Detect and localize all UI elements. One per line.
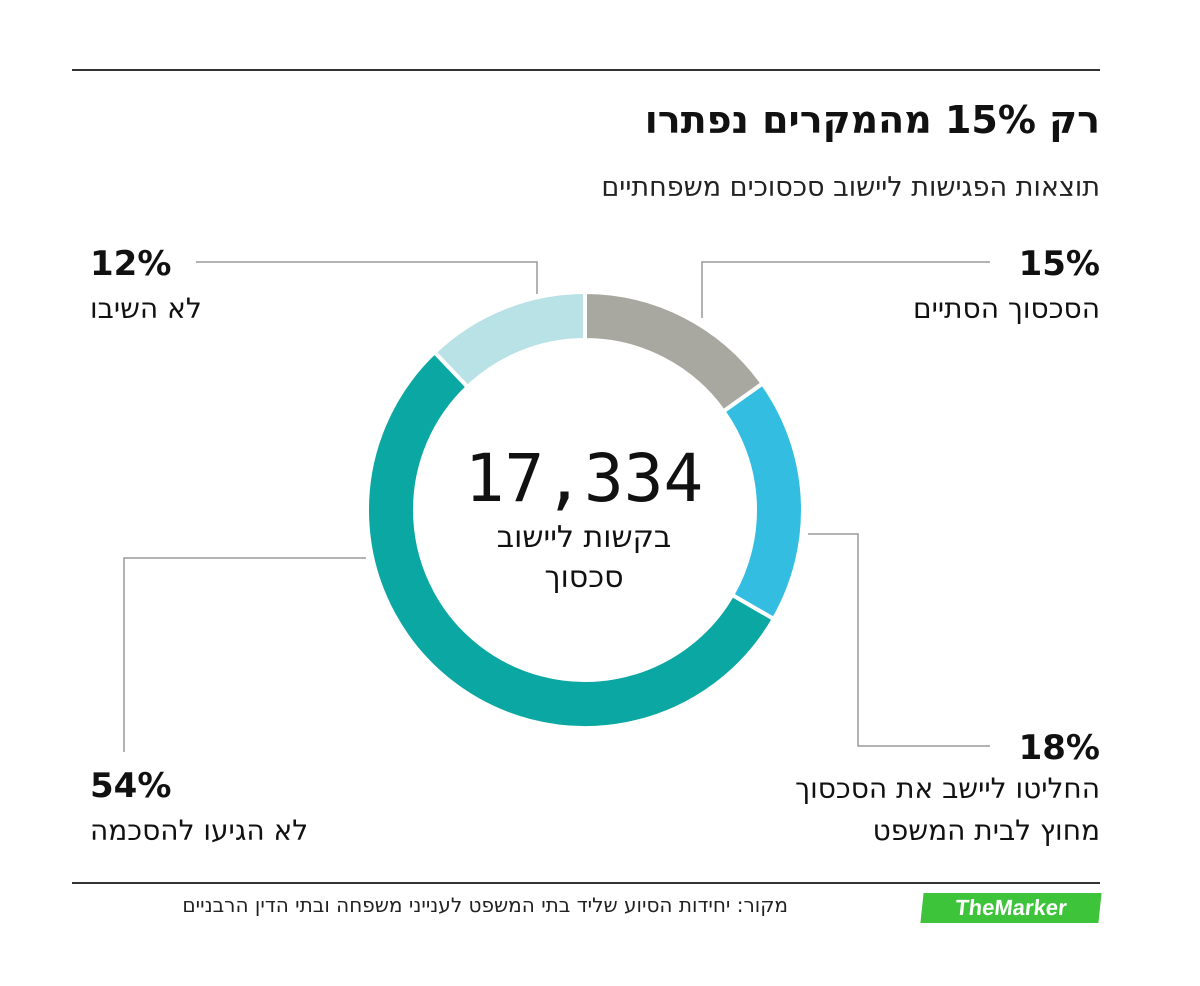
center-total: 17,334 [464,440,704,517]
leader-line-no-reply [196,261,538,294]
bottom-rule [72,882,1100,884]
leader-line-outside-court [808,533,990,747]
slice-resolved [583,289,766,415]
leader-line-no-agreement [123,557,366,752]
legend-label-no-reply: לא השיבו [90,292,202,325]
chart-subtitle: תוצאות הפגישות ליישוב סכסוכים משפחתיים [601,172,1100,203]
data-label-no-reply-pct: 12% [90,244,172,284]
slice-no-agreement [365,349,777,730]
source-note: מקור: יחידות הסיוע שליד בתי המשפט לעניינ… [182,893,788,917]
data-label-no-agreement-pct: 54% [90,766,172,806]
leader-line-resolved [701,261,990,318]
data-label-outside-court-pct: 18% [1018,728,1100,768]
themarker-logo: TheMarker [920,893,1102,923]
data-label-resolved-pct: 15% [1018,244,1100,284]
legend-label-no-agreement: לא הגיעו להסכמה [90,814,309,847]
legend-label-resolved: הסכסוך הסתיים [913,292,1100,325]
chart-title: רק 15% מהמקרים נפתרו [644,98,1100,142]
top-rule [72,69,1100,71]
slice-no-reply [431,289,587,390]
center-label: בקשות ליישוב סכסוך [384,518,784,598]
center-label-line2: סכסוך [544,560,624,595]
legend-label-outside-court-line2: מחוץ לבית המשפט [872,814,1100,847]
center-label-line1: בקשות ליישוב [496,520,672,555]
legend-label-outside-court-line1: החליטו ליישב את הסכסוך [795,772,1100,805]
